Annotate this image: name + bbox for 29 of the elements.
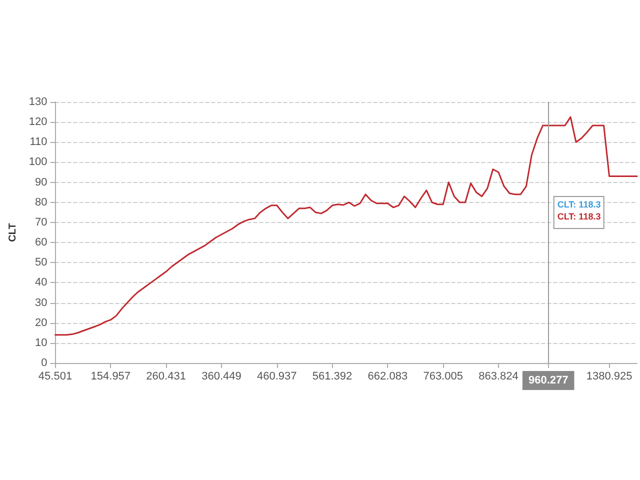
y-axis-title: CLT [8,223,18,242]
y-tick-label: 10 [35,336,48,349]
y-tick-label: 20 [35,316,48,329]
x-tick-label: 45.501 [38,370,72,382]
x-tick-label: 763.005 [423,370,463,382]
y-tick-label: 70 [35,216,48,228]
x-tick-label: 260.431 [146,370,186,382]
y-tick-label: 90 [35,176,48,188]
y-tick-label: 40 [35,276,48,289]
y-tick-label: 80 [35,196,48,208]
y-tick-label: 110 [30,136,48,148]
x-tick-label: 662.083 [368,370,408,382]
y-tick-label: 0 [41,357,48,369]
y-tick-label: 50 [35,256,48,269]
y-tick-label: 60 [35,236,48,249]
annotation: CLT: 118.3 [557,212,601,222]
x-tick-label: 561.392 [312,370,352,382]
x-tick-label: 960.277 [528,374,568,386]
y-tick-label: 30 [35,296,48,309]
x-tick-label: 154.957 [90,370,131,382]
x-tick-label: 360.449 [202,370,242,382]
y-tick-label: 100 [28,156,48,168]
annotation: CLT: 118.3 [557,200,601,210]
x-tick-label: 863.824 [478,370,518,382]
y-tick-label: 120 [28,116,48,128]
line-series [54,116,638,336]
x-tick-label: 1380.925 [586,370,632,382]
y-tick-label: 130 [28,96,48,108]
x-tick-label: 460.937 [256,370,297,382]
